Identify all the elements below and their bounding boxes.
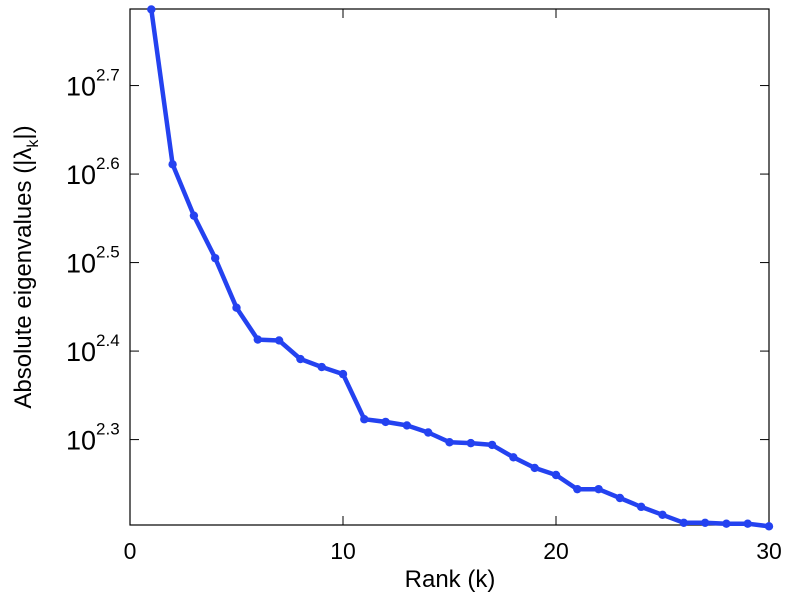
plot-frame (129, 8, 770, 526)
data-point (360, 415, 369, 424)
data-point (274, 336, 284, 345)
data-point (743, 519, 752, 528)
y-tick-label-exponent: 2.5 (96, 243, 120, 262)
x-axis-label: Rank (k) (405, 566, 496, 593)
data-point (573, 484, 582, 494)
x-tick-label: 30 (756, 538, 782, 564)
series-group (147, 5, 774, 531)
data-point (253, 335, 262, 344)
y-tick-label-base: 10 (66, 249, 96, 279)
y-tick-label: 102.5 (66, 243, 120, 279)
data-point (338, 369, 348, 379)
y-axis-label-subscript: k (25, 139, 42, 148)
y-tick-label-exponent: 2.3 (96, 420, 120, 439)
data-point (679, 518, 688, 527)
y-tick-label: 102.7 (66, 66, 120, 102)
data-point (402, 421, 412, 430)
y-tick-label-base: 10 (66, 72, 96, 102)
data-point (764, 522, 774, 531)
data-point (530, 463, 539, 473)
data-point (466, 438, 475, 448)
y-tick-label-base: 10 (66, 426, 96, 456)
data-point (700, 518, 710, 527)
data-point (487, 440, 497, 450)
y-axis-label-main: Absolute eigenvalues (|λ (10, 148, 37, 409)
data-point (296, 354, 305, 364)
y-axis-label: Absolute eigenvalues (|λk|) (10, 125, 42, 408)
y-tick-label-base: 10 (66, 337, 96, 367)
y-tick-label-exponent: 2.7 (96, 66, 120, 85)
y-tick-label-base: 10 (66, 160, 96, 190)
x-tick-label: 10 (330, 538, 356, 564)
y-axis-label-close: |) (10, 125, 37, 139)
data-point (211, 253, 220, 263)
x-tick-label: 0 (124, 538, 137, 564)
data-point (189, 211, 199, 220)
data-point (317, 362, 326, 372)
data-point (551, 470, 561, 480)
y-tick-label-exponent: 2.4 (96, 331, 120, 350)
series-line (149, 7, 772, 529)
data-point (722, 519, 731, 528)
x-tick-label: 20 (543, 538, 569, 564)
data-point (147, 5, 156, 14)
data-point (232, 303, 241, 312)
data-point (637, 502, 646, 512)
x-ticks: 0 10 20 30 (124, 9, 782, 564)
y-tick-label: 102.6 (66, 154, 120, 190)
y-tick-label-exponent: 2.6 (96, 154, 120, 173)
data-point (509, 453, 518, 462)
data-point (594, 484, 603, 494)
data-point (658, 510, 667, 520)
data-point (615, 493, 625, 503)
data-point (168, 160, 177, 169)
y-tick-label: 102.4 (66, 331, 120, 367)
data-point (445, 438, 454, 447)
y-tick-label: 102.3 (66, 420, 120, 456)
data-point (381, 417, 390, 427)
data-point (424, 428, 433, 437)
